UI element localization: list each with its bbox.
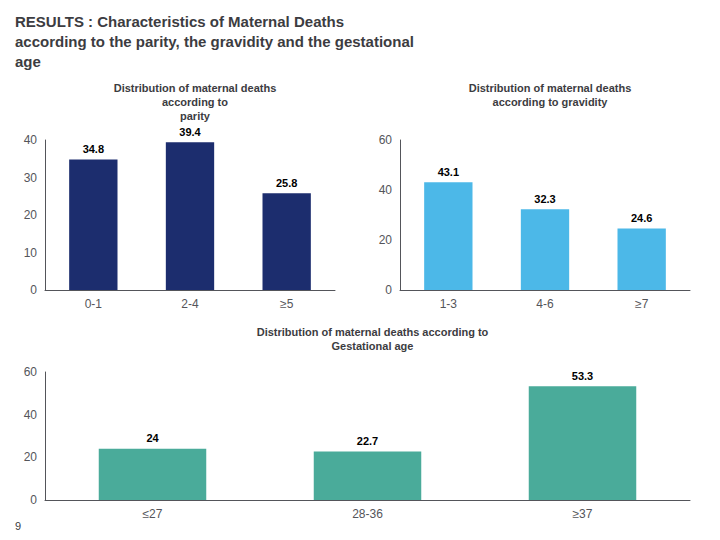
svg-text:60: 60	[379, 133, 393, 147]
svg-text:≤27: ≤27	[143, 507, 163, 521]
svg-text:22.7: 22.7	[357, 435, 378, 447]
svg-text:≥5: ≥5	[280, 297, 294, 311]
svg-text:according to gravidity: according to gravidity	[493, 96, 609, 108]
svg-text:9: 9	[15, 520, 21, 532]
svg-text:28-36: 28-36	[352, 507, 383, 521]
svg-text:40: 40	[379, 183, 393, 197]
svg-text:32.3: 32.3	[534, 193, 555, 205]
svg-text:0: 0	[30, 283, 37, 297]
svg-text:Distribution of maternal death: Distribution of maternal deaths	[114, 82, 277, 94]
svg-text:53.3: 53.3	[572, 370, 593, 382]
svg-text:40: 40	[24, 133, 38, 147]
svg-text:20: 20	[24, 208, 38, 222]
svg-text:0-1: 0-1	[85, 297, 103, 311]
svg-text:according to: according to	[162, 96, 228, 108]
svg-text:Distribution of maternal death: Distribution of maternal deaths	[469, 82, 632, 94]
svg-text:1-3: 1-3	[440, 297, 458, 311]
svg-text:0: 0	[385, 283, 392, 297]
svg-text:4-6: 4-6	[536, 297, 554, 311]
svg-text:24.6: 24.6	[631, 212, 652, 224]
svg-text:≥7: ≥7	[635, 297, 649, 311]
svg-text:20: 20	[379, 233, 393, 247]
svg-text:24: 24	[146, 432, 159, 444]
svg-text:2-4: 2-4	[181, 297, 199, 311]
svg-text:10: 10	[24, 246, 38, 260]
svg-text:according to the parity, the g: according to the parity, the gravidity a…	[15, 33, 414, 50]
svg-text:40: 40	[24, 408, 38, 422]
svg-text:≥37: ≥37	[573, 507, 593, 521]
svg-text:20: 20	[24, 450, 38, 464]
svg-text:Gestational age: Gestational age	[332, 340, 414, 352]
svg-text:43.1: 43.1	[438, 166, 459, 178]
svg-text:60: 60	[24, 365, 38, 379]
svg-text:39.4: 39.4	[179, 126, 201, 138]
svg-text:25.8: 25.8	[276, 177, 297, 189]
svg-text:34.8: 34.8	[83, 143, 104, 155]
svg-text:Distribution of maternal death: Distribution of maternal deaths accordin…	[257, 326, 489, 338]
svg-text:parity: parity	[180, 110, 211, 122]
svg-text:0: 0	[30, 493, 37, 507]
svg-text:age: age	[15, 53, 41, 70]
svg-text:RESULTS : Characteristics of M: RESULTS : Characteristics of Maternal De…	[15, 13, 344, 30]
svg-text:30: 30	[24, 171, 38, 185]
